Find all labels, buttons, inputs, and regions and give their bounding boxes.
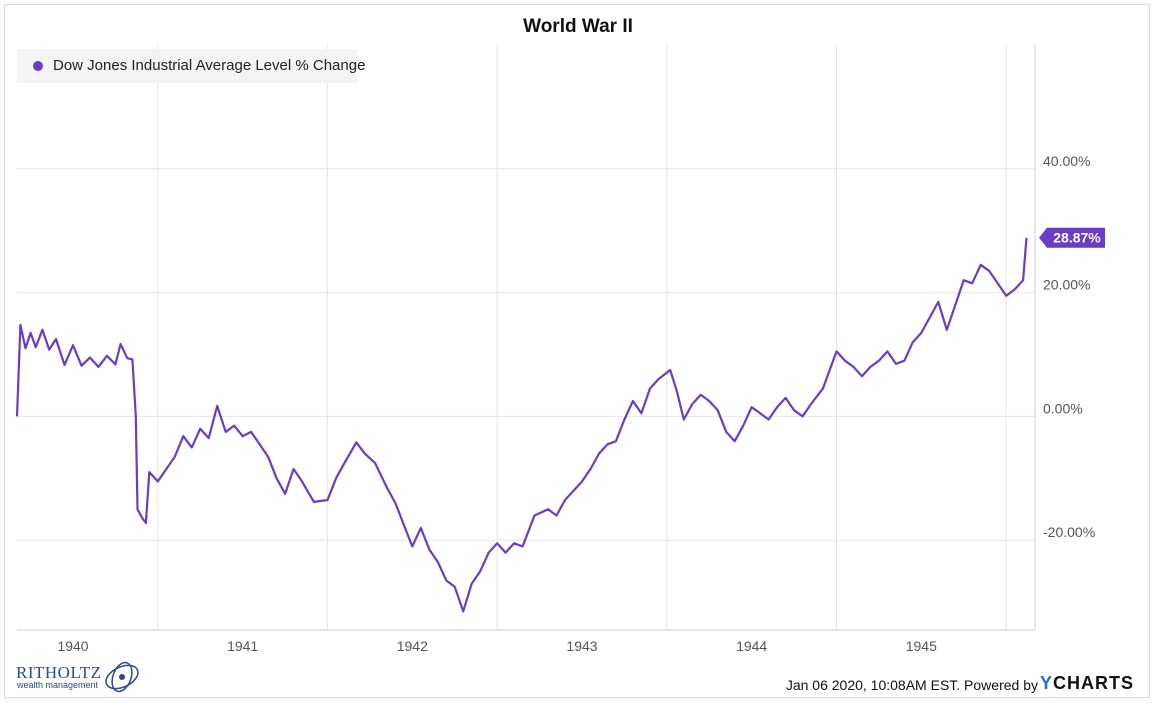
last-value-flag [1039,227,1105,248]
ycharts-logo-y: Y [1039,673,1053,693]
ycharts-logo-text: CHARTS [1053,673,1134,693]
chart-frame [4,4,1150,698]
series-line [15,237,1028,613]
y-tick-label: 40.00% [1043,153,1090,169]
legend-marker [33,61,43,71]
x-tick-label: 1945 [906,638,937,654]
y-tick-label: 0.00% [1043,400,1083,416]
x-tick-label: 1943 [566,638,597,654]
brand-emblem-icon [105,661,139,693]
x-tick-label: 1941 [227,638,258,654]
last-value-label: 28.87% [1053,230,1101,246]
x-tick-label: 1942 [397,638,428,654]
chart-title: World War II [523,16,633,37]
ycharts-logo[interactable]: YCHARTS [1040,673,1134,694]
x-tick-label: 1940 [57,638,88,654]
brand-name: RITHOLTZ [16,663,102,682]
x-tick-label: 1944 [736,638,767,654]
legend: Dow Jones Industrial Average Level % Cha… [17,49,365,83]
y-tick-label: -20.00% [1043,524,1095,540]
brand-subtitle: wealth management [17,680,99,690]
legend-label: Dow Jones Industrial Average Level % Cha… [53,57,366,74]
footer-credit: Jan 06 2020, 10:08AM EST. Powered by [785,677,1038,693]
brand-logo: RITHOLTZ wealth management [16,656,146,696]
y-tick-label: 20.00% [1043,277,1090,293]
